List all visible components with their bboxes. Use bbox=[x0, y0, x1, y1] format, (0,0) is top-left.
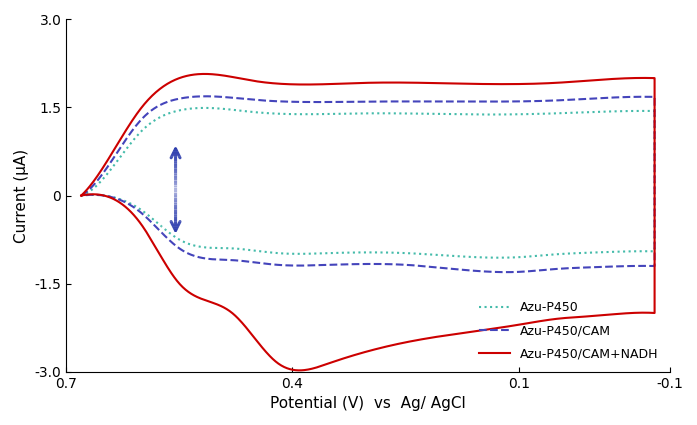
Azu-P450 bbox=[201, 105, 209, 111]
Azu-P450/CAM bbox=[271, 99, 279, 104]
Azu-P450/CAM bbox=[230, 95, 238, 100]
Legend: Azu-P450, Azu-P450/CAM, Azu-P450/CAM+NADH: Azu-P450, Azu-P450/CAM, Azu-P450/CAM+NAD… bbox=[474, 297, 664, 366]
Azu-P450/CAM+NADH bbox=[465, 81, 473, 86]
Azu-P450/CAM bbox=[502, 269, 510, 275]
Azu-P450 bbox=[271, 111, 279, 116]
X-axis label: Potential (V)  vs  Ag/ AgCl: Potential (V) vs Ag/ AgCl bbox=[270, 396, 466, 411]
Azu-P450/CAM bbox=[576, 97, 584, 102]
Azu-P450/CAM+NADH bbox=[296, 368, 304, 373]
Azu-P450 bbox=[230, 108, 238, 113]
Azu-P450 bbox=[77, 193, 86, 198]
Azu-P450/CAM+NADH bbox=[271, 81, 279, 86]
Azu-P450 bbox=[77, 193, 86, 198]
Azu-P450/CAM+NADH bbox=[576, 79, 584, 84]
Azu-P450 bbox=[465, 112, 473, 117]
Azu-P450 bbox=[494, 255, 503, 260]
Azu-P450/CAM bbox=[201, 94, 210, 99]
Azu-P450/CAM bbox=[77, 193, 86, 198]
Azu-P450/CAM bbox=[621, 264, 629, 269]
Azu-P450 bbox=[621, 249, 629, 254]
Azu-P450/CAM+NADH bbox=[230, 75, 238, 80]
Line: Azu-P450/CAM+NADH: Azu-P450/CAM+NADH bbox=[82, 74, 654, 370]
Azu-P450/CAM bbox=[77, 193, 86, 198]
Line: Azu-P450/CAM: Azu-P450/CAM bbox=[82, 96, 654, 272]
Azu-P450/CAM+NADH bbox=[621, 311, 629, 316]
Azu-P450 bbox=[597, 250, 605, 255]
Azu-P450/CAM+NADH bbox=[77, 193, 86, 198]
Azu-P450/CAM+NADH bbox=[77, 193, 86, 198]
Azu-P450/CAM bbox=[465, 99, 473, 104]
Azu-P450/CAM+NADH bbox=[201, 71, 209, 76]
Azu-P450 bbox=[576, 110, 584, 115]
Azu-P450/CAM+NADH bbox=[597, 313, 605, 318]
Line: Azu-P450: Azu-P450 bbox=[82, 108, 654, 258]
Azu-P450/CAM bbox=[597, 264, 605, 269]
Y-axis label: Current (μA): Current (μA) bbox=[14, 148, 29, 243]
